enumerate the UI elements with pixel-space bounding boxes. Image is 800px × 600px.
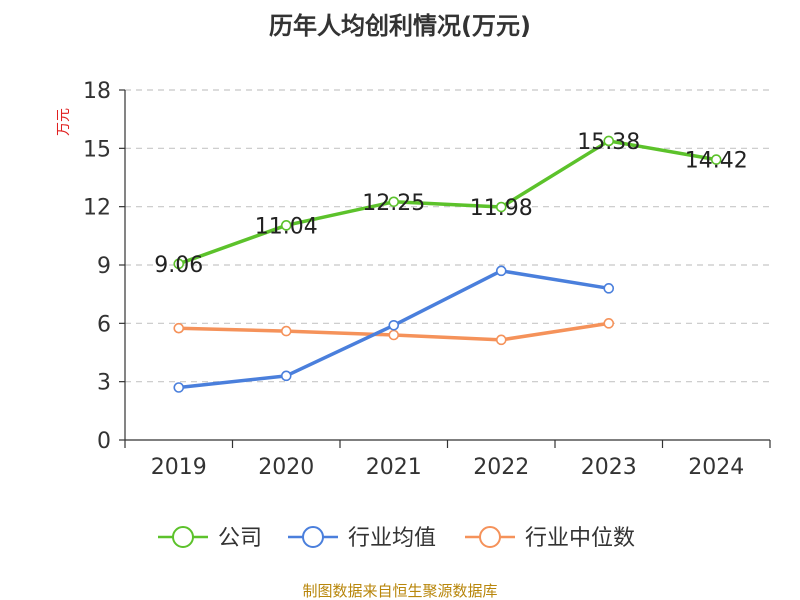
data-point[interactable] bbox=[173, 382, 185, 393]
x-tick-label-2023: 2023 bbox=[581, 455, 637, 480]
data-point[interactable] bbox=[388, 196, 400, 208]
legend[interactable]: 公司 行业均值 行业中位数 bbox=[158, 526, 635, 551]
legend-item-0[interactable]: 公司 bbox=[158, 526, 262, 551]
legend-item-1[interactable]: 行业均值 bbox=[288, 526, 436, 551]
legend-swatch-marker bbox=[479, 526, 501, 548]
data-point[interactable] bbox=[388, 329, 400, 341]
data-label: 14.42 bbox=[685, 149, 748, 174]
y-tick-label-9: 9 bbox=[97, 254, 111, 279]
legend-label: 行业均值 bbox=[348, 526, 436, 551]
x-tick-label-2019: 2019 bbox=[151, 455, 207, 480]
data-point[interactable] bbox=[495, 201, 507, 213]
axes: 0 3 6 9 12 15 18 2019 2020 2021 2022 2023 2024 bbox=[83, 79, 771, 480]
data-label: 12.25 bbox=[362, 191, 425, 216]
data-point[interactable] bbox=[603, 283, 615, 294]
data-source: 制图数据来自恒生聚源数据库 bbox=[302, 582, 497, 600]
data-point[interactable] bbox=[710, 154, 722, 165]
data-label: 11.98 bbox=[470, 196, 533, 221]
chart-title: 历年人均创利情况(万元) bbox=[269, 12, 531, 40]
legend-swatch-marker bbox=[172, 526, 194, 548]
legend-label: 公司 bbox=[218, 526, 262, 551]
y-tick-label-18: 18 bbox=[83, 79, 111, 104]
data-point[interactable] bbox=[280, 370, 292, 382]
data-point[interactable] bbox=[388, 319, 400, 331]
x-tick-label-2022: 2022 bbox=[473, 455, 529, 480]
data-point[interactable] bbox=[173, 258, 185, 270]
data-point[interactable] bbox=[603, 135, 615, 147]
data-label: 9.06 bbox=[154, 253, 203, 278]
series-lines bbox=[173, 135, 722, 393]
y-tick-label-12: 12 bbox=[83, 196, 111, 221]
legend-label: 行业中位数 bbox=[525, 526, 635, 551]
data-point[interactable] bbox=[280, 220, 292, 231]
gridlines bbox=[125, 89, 770, 383]
x-tick-label-2021: 2021 bbox=[366, 455, 422, 480]
x-tick-label-2020: 2020 bbox=[258, 455, 314, 480]
data-label: 11.04 bbox=[255, 214, 318, 239]
data-point[interactable] bbox=[173, 322, 185, 334]
y-tick-label-0: 0 bbox=[97, 429, 111, 454]
y-tick-label-3: 3 bbox=[97, 371, 111, 396]
data-label: 15.38 bbox=[577, 130, 640, 155]
data-labels: 9.06 11.04 12.25 11.98 15.38 14.42 bbox=[154, 130, 747, 278]
legend-swatch-marker bbox=[302, 526, 324, 548]
data-point[interactable] bbox=[495, 265, 507, 277]
x-tick-label-2024: 2024 bbox=[688, 455, 744, 480]
y-axis-unit: 万元 bbox=[56, 108, 72, 136]
data-point[interactable] bbox=[280, 325, 292, 337]
data-point[interactable] bbox=[603, 318, 615, 329]
legend-item-2[interactable]: 行业中位数 bbox=[465, 526, 635, 551]
series-line-0 bbox=[177, 139, 718, 266]
y-tick-label-15: 15 bbox=[83, 137, 111, 162]
data-point[interactable] bbox=[495, 334, 507, 346]
y-tick-label-6: 6 bbox=[97, 312, 111, 337]
